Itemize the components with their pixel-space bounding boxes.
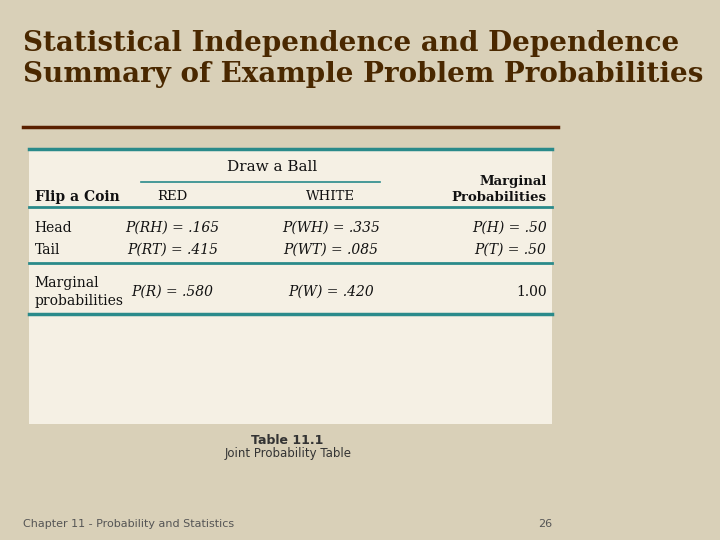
Text: Chapter 11 - Probability and Statistics: Chapter 11 - Probability and Statistics xyxy=(23,519,234,529)
Text: Tail: Tail xyxy=(35,243,60,257)
Text: Statistical Independence and Dependence
Summary of Example Problem Probabilities: Statistical Independence and Dependence … xyxy=(23,30,703,88)
Text: 26: 26 xyxy=(538,519,552,529)
Text: WHITE: WHITE xyxy=(306,190,355,203)
Text: Marginal: Marginal xyxy=(35,276,99,291)
Text: RED: RED xyxy=(158,190,188,203)
Text: P(H) = .50: P(H) = .50 xyxy=(472,221,546,235)
Text: P(R) = .580: P(R) = .580 xyxy=(132,285,214,299)
Text: P(W) = .420: P(W) = .420 xyxy=(288,285,374,299)
FancyBboxPatch shape xyxy=(29,148,552,424)
Text: Draw a Ball: Draw a Ball xyxy=(227,160,317,174)
Point xyxy=(375,179,384,185)
Text: P(WH) = .335: P(WH) = .335 xyxy=(282,221,379,235)
Text: 1.00: 1.00 xyxy=(516,285,546,299)
Text: Head: Head xyxy=(35,221,72,235)
Text: Flip a Coin: Flip a Coin xyxy=(35,190,120,204)
Text: P(RT) = .415: P(RT) = .415 xyxy=(127,243,218,257)
Text: Joint Probability Table: Joint Probability Table xyxy=(224,447,351,460)
Text: Table 11.1: Table 11.1 xyxy=(251,434,324,447)
Point xyxy=(137,179,145,185)
Text: P(T) = .50: P(T) = .50 xyxy=(474,243,546,257)
Text: probabilities: probabilities xyxy=(35,294,124,308)
Text: Marginal
Probabilities: Marginal Probabilities xyxy=(451,175,546,204)
Text: P(WT) = .085: P(WT) = .085 xyxy=(283,243,378,257)
Text: P(RH) = .165: P(RH) = .165 xyxy=(125,221,220,235)
